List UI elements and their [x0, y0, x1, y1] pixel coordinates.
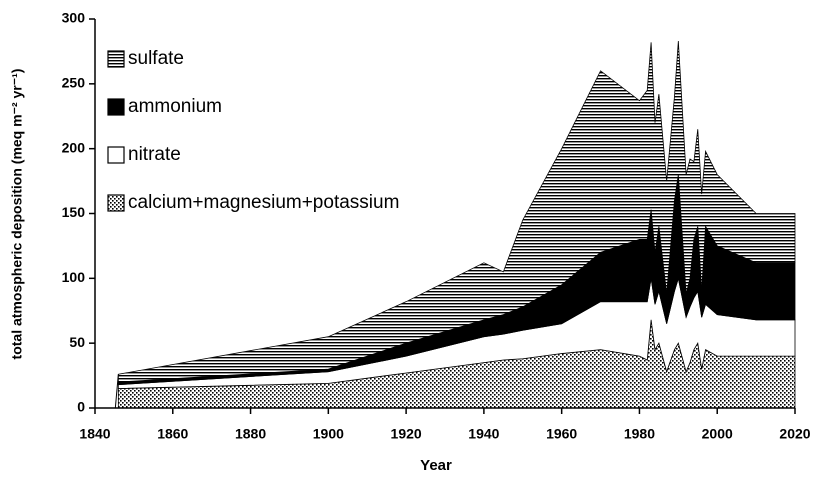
x-axis-title: Year [420, 457, 452, 474]
x-tick-label: 2020 [779, 426, 810, 442]
x-tick-label: 1900 [313, 426, 344, 442]
legend-swatch [107, 98, 125, 116]
legend-swatch [107, 146, 125, 164]
y-tick-label: 0 [77, 399, 85, 415]
y-tick-label: 200 [62, 139, 86, 155]
x-tick-label: 1880 [235, 426, 266, 442]
x-tick-label: 1960 [546, 426, 577, 442]
legend-label: ammonium [128, 96, 222, 117]
x-tick-label: 1920 [391, 426, 422, 442]
legend-label: nitrate [128, 144, 181, 165]
legend-swatch [107, 50, 125, 68]
y-tick-label: 150 [62, 204, 86, 220]
x-tick-label: 2000 [702, 426, 733, 442]
area-edge [114, 374, 119, 409]
area [117, 41, 796, 383]
legend-label: sulfate [128, 48, 184, 69]
x-tick-label: 1940 [468, 426, 499, 442]
y-axis-title: total atmospheric deposition (meq m⁻² yr… [9, 69, 25, 360]
y-tick-label: 100 [62, 269, 86, 285]
x-tick-label: 1840 [79, 426, 110, 442]
y-tick-label: 50 [69, 334, 85, 350]
y-tick-label: 300 [62, 10, 86, 26]
x-tick-label: 1860 [157, 426, 188, 442]
legend-swatch [107, 194, 125, 212]
legend-label: calcium+magnesium+potassium [128, 192, 399, 213]
x-tick-label: 1980 [624, 426, 655, 442]
y-tick-label: 250 [62, 75, 86, 91]
